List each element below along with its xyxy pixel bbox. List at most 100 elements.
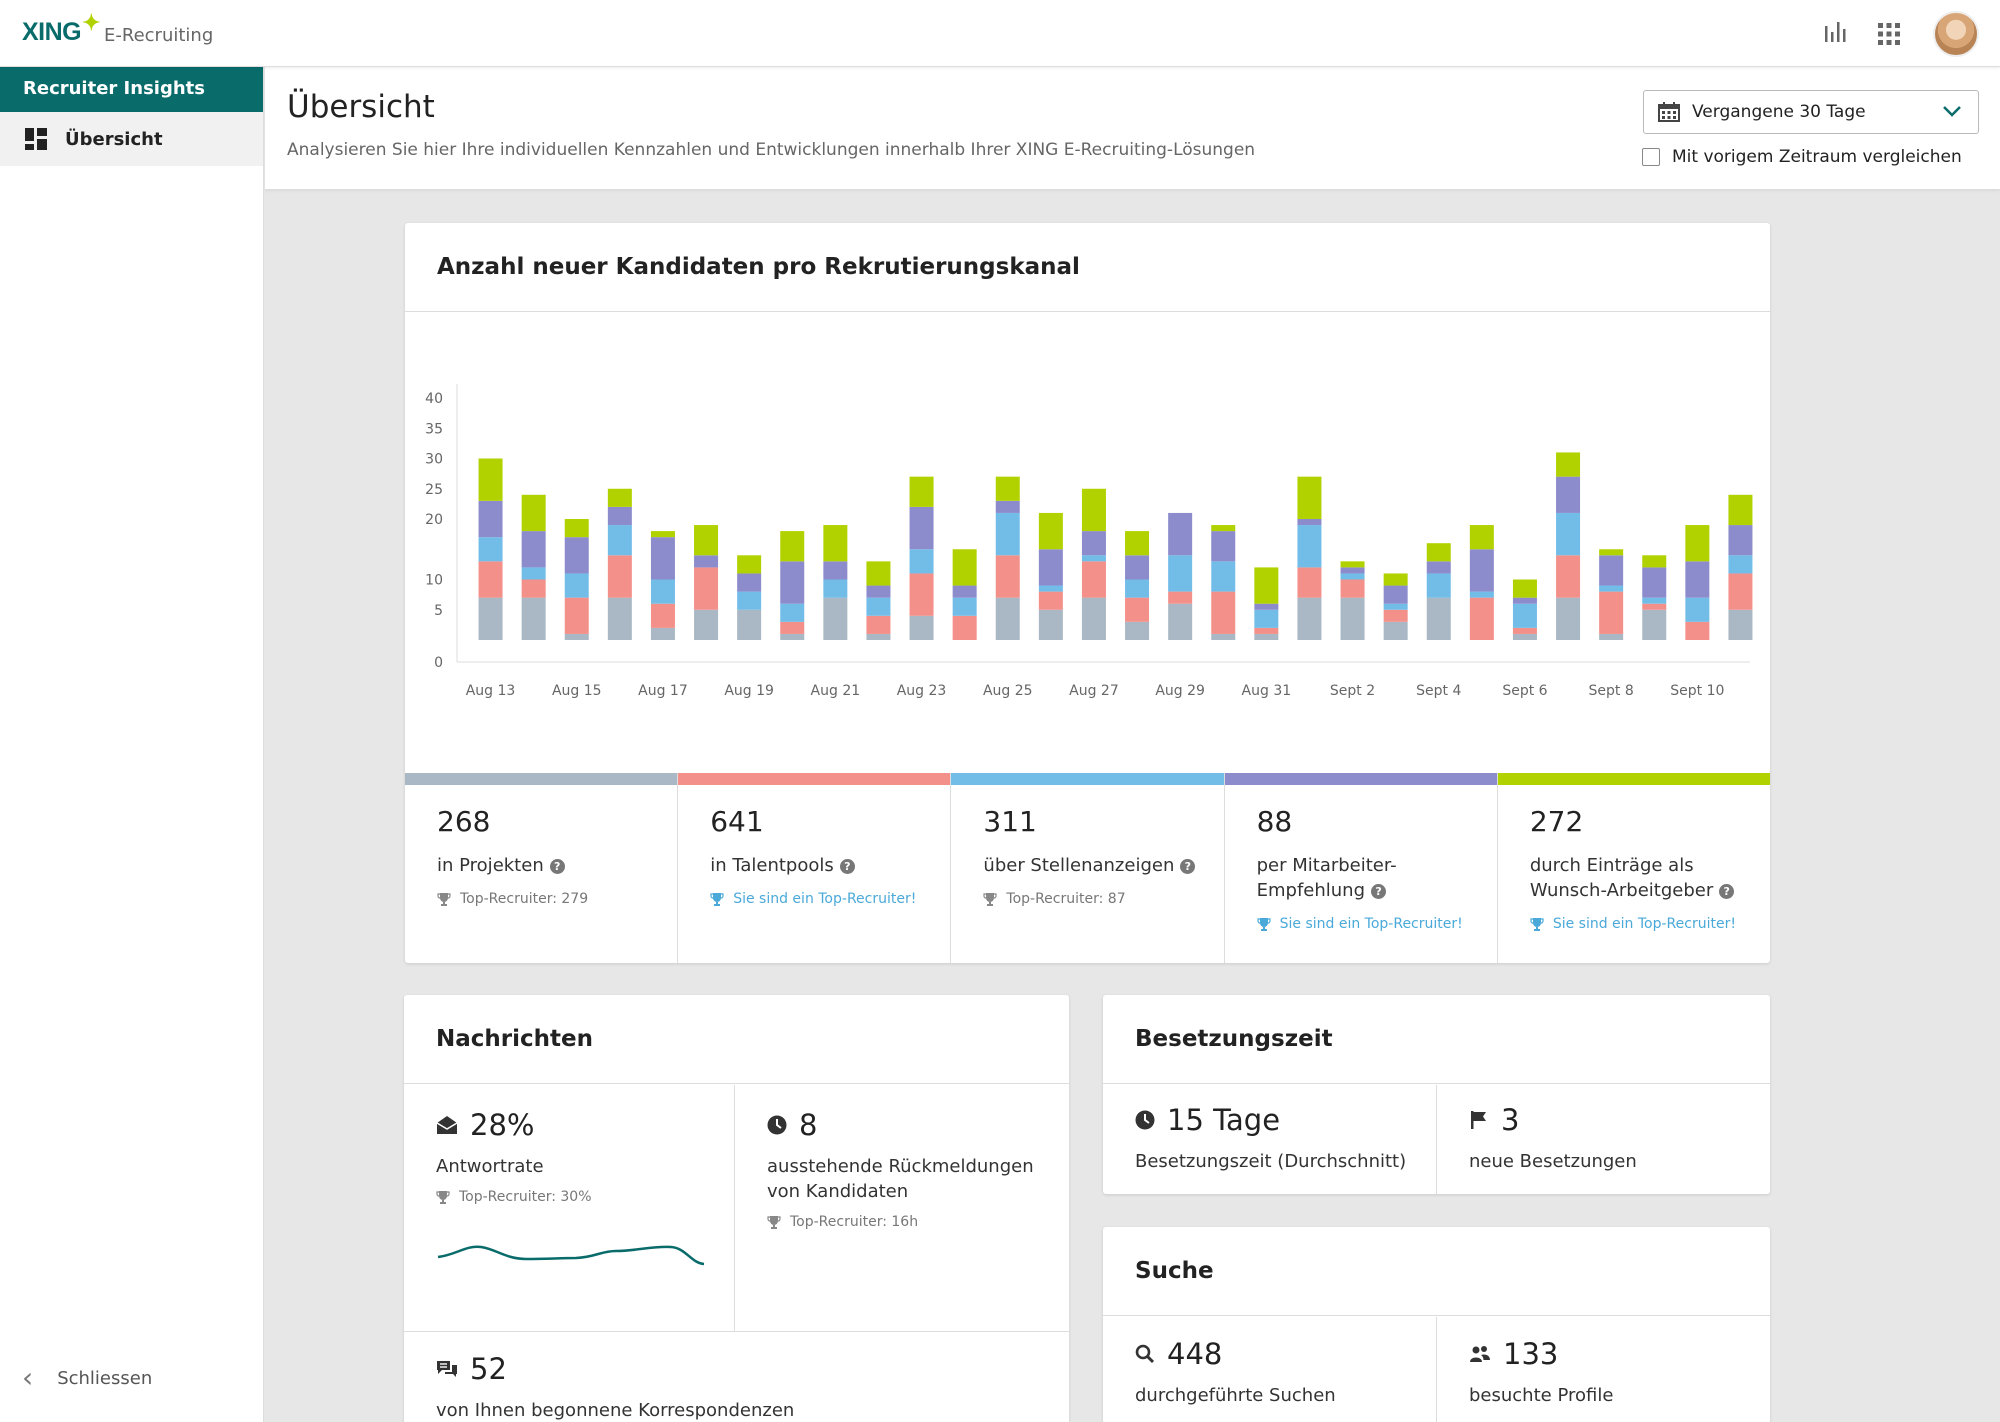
bar-segment — [650, 627, 675, 640]
help-icon[interactable]: ? — [1180, 858, 1196, 874]
bar-segment — [650, 537, 675, 580]
x-tick-label: Sept 10 — [1670, 683, 1724, 699]
bar-segment — [1254, 609, 1279, 628]
started-conversations-cell: 52 von Ihnen begonnene Korrespondenzen — [436, 1352, 794, 1422]
bar-segment — [1254, 633, 1279, 640]
bar-segment — [995, 500, 1020, 513]
channel-label: durch Einträge als Wunsch-Arbeitgeber? — [1530, 853, 1760, 903]
top-bar: XING✦ E-Recruiting — [0, 0, 2000, 67]
bar-segment — [1556, 476, 1581, 513]
bar-segment — [1685, 621, 1710, 640]
bar-segment — [1211, 633, 1236, 640]
channel-count: 641 — [710, 805, 764, 838]
bar-segment — [607, 555, 632, 598]
help-icon[interactable]: ? — [839, 858, 855, 874]
pending-replies-value: 8 — [799, 1108, 818, 1142]
bar-segment — [1254, 627, 1279, 634]
bar-segment — [952, 585, 977, 598]
bar-segment — [1383, 609, 1408, 622]
bar-segment — [1426, 573, 1451, 598]
bar-segment — [909, 476, 934, 507]
channel-note: Top-Recruiter: 279 — [437, 891, 588, 907]
compare-checkbox[interactable] — [1642, 148, 1660, 166]
help-icon[interactable]: ? — [549, 858, 565, 874]
help-icon[interactable]: ? — [1719, 883, 1735, 899]
user-avatar[interactable] — [1933, 11, 1979, 57]
x-tick-label: Aug 17 — [638, 683, 688, 699]
y-tick-label: 5 — [434, 603, 443, 619]
xing-logo[interactable]: XING✦ — [22, 10, 101, 46]
sidebar-item-label: Übersicht — [65, 128, 163, 150]
bar-segment — [1469, 591, 1494, 598]
messages-title: Nachrichten — [404, 995, 1069, 1084]
bar-segment — [1081, 561, 1106, 598]
bar-segment — [995, 597, 1020, 640]
app-grid-icon[interactable] — [1871, 16, 1907, 52]
trophy-icon — [767, 1215, 781, 1229]
bar-segment — [607, 488, 632, 507]
bar-segment — [1685, 561, 1710, 598]
bar-segment — [1125, 555, 1150, 580]
x-tick-label: Aug 19 — [724, 683, 774, 699]
bar-segment — [1469, 597, 1494, 640]
bar-segment — [1728, 573, 1753, 610]
bar-segment — [694, 567, 719, 610]
new-hires-cell: 3 neue Besetzungen — [1469, 1103, 1637, 1174]
channel-note: Sie sind ein Top-Recruiter! — [1530, 916, 1736, 932]
channel-count: 272 — [1529, 805, 1584, 838]
chart-card-title: Anzahl neuer Kandidaten pro Rekrutierung… — [405, 223, 1770, 312]
bar-segment — [564, 519, 589, 538]
bar-segment — [521, 579, 546, 598]
bar-segment — [607, 597, 632, 640]
bar-segment — [1383, 603, 1408, 610]
bar-segment — [780, 561, 805, 604]
bar-segment — [1081, 597, 1106, 640]
bar-chart-icon[interactable] — [1817, 16, 1853, 52]
x-tick-label: Aug 23 — [897, 683, 947, 699]
trophy-icon — [1530, 917, 1544, 931]
help-icon[interactable]: ? — [1371, 883, 1387, 899]
bar-segment — [737, 573, 762, 592]
channel-stat: 311 über Stellenanzeigen? Top-Recruiter: 8… — [951, 773, 1225, 963]
clock-icon — [1135, 1110, 1155, 1130]
sidebar-item-uebersicht[interactable]: Übersicht — [0, 112, 263, 166]
y-tick-label: 10 — [425, 573, 443, 589]
bar-segment — [1211, 591, 1236, 634]
bar-segment — [1599, 585, 1624, 592]
bar-segment — [1211, 525, 1236, 532]
bar-segment — [1512, 579, 1537, 598]
channel-color-bar — [1224, 773, 1497, 785]
bar-segment — [1599, 549, 1624, 556]
searches-label: durchgeführte Suchen — [1135, 1385, 1336, 1406]
y-tick-label: 35 — [425, 421, 443, 437]
period-select[interactable]: Vergangene 30 Tage — [1643, 90, 1979, 134]
compare-toggle[interactable]: Mit vorigem Zeitraum vergleichen — [1642, 147, 1962, 167]
y-tick-label: 20 — [425, 512, 443, 528]
channel-stat: 272 durch Einträge als Wunsch-Arbeitgeber… — [1497, 773, 1771, 963]
searches-cell: 448 durchgeführte Suchen — [1135, 1337, 1336, 1408]
bar-segment — [1685, 525, 1710, 562]
time-to-hire-card: Besetzungszeit 15 Tage Besetzungszeit (D… — [1103, 995, 1770, 1194]
bar-segment — [1340, 597, 1365, 640]
started-conversations-label: von Ihnen begonnene Korrespondenzen — [436, 1400, 795, 1421]
bar-segment — [1168, 512, 1193, 556]
bar-segment — [478, 500, 503, 538]
bar-segment — [1038, 609, 1063, 640]
bar-segment — [909, 506, 934, 550]
bar-segment — [737, 555, 762, 574]
bar-segment — [737, 591, 762, 610]
bar-segment — [1728, 494, 1753, 526]
bar-segment — [1685, 597, 1710, 622]
channel-stat: 268 in Projekten? Top-Recruiter: 279 — [405, 773, 679, 963]
response-rate-label: Antwortrate — [436, 1156, 544, 1177]
bar-segment — [1512, 633, 1537, 640]
messages-card: Nachrichten 28% Antwortrate Top-Recruite… — [404, 995, 1069, 1422]
visited-profiles-cell: 133 besuchte Profile — [1469, 1337, 1613, 1408]
close-sidebar-button[interactable]: ‹ Schliessen — [22, 1364, 152, 1392]
bar-segment — [1125, 579, 1150, 598]
bar-segment — [1728, 555, 1753, 574]
page-header: Übersicht Analysieren Sie hier Ihre indi… — [265, 67, 2000, 190]
bar-segment — [1038, 549, 1063, 586]
new-hires-label: neue Besetzungen — [1469, 1151, 1637, 1172]
pending-replies-label: ausstehende Rückmeldungen von Kandidaten — [767, 1156, 1034, 1202]
